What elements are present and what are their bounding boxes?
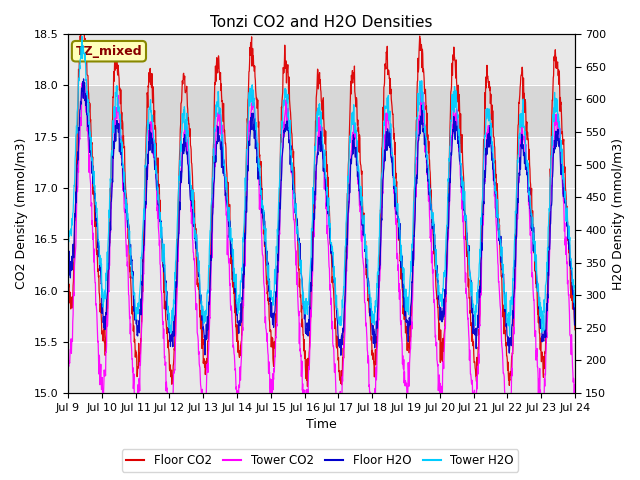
X-axis label: Time: Time [306, 419, 337, 432]
Title: Tonzi CO2 and H2O Densities: Tonzi CO2 and H2O Densities [210, 15, 433, 30]
Text: TZ_mixed: TZ_mixed [76, 45, 142, 58]
Bar [68, 85, 575, 137]
Legend: Floor CO2, Tower CO2, Floor H2O, Tower H2O: Floor CO2, Tower CO2, Floor H2O, Tower H… [122, 449, 518, 472]
Y-axis label: CO2 Density (mmol/m3): CO2 Density (mmol/m3) [15, 138, 28, 289]
Y-axis label: H2O Density (mmol/m3): H2O Density (mmol/m3) [612, 138, 625, 289]
